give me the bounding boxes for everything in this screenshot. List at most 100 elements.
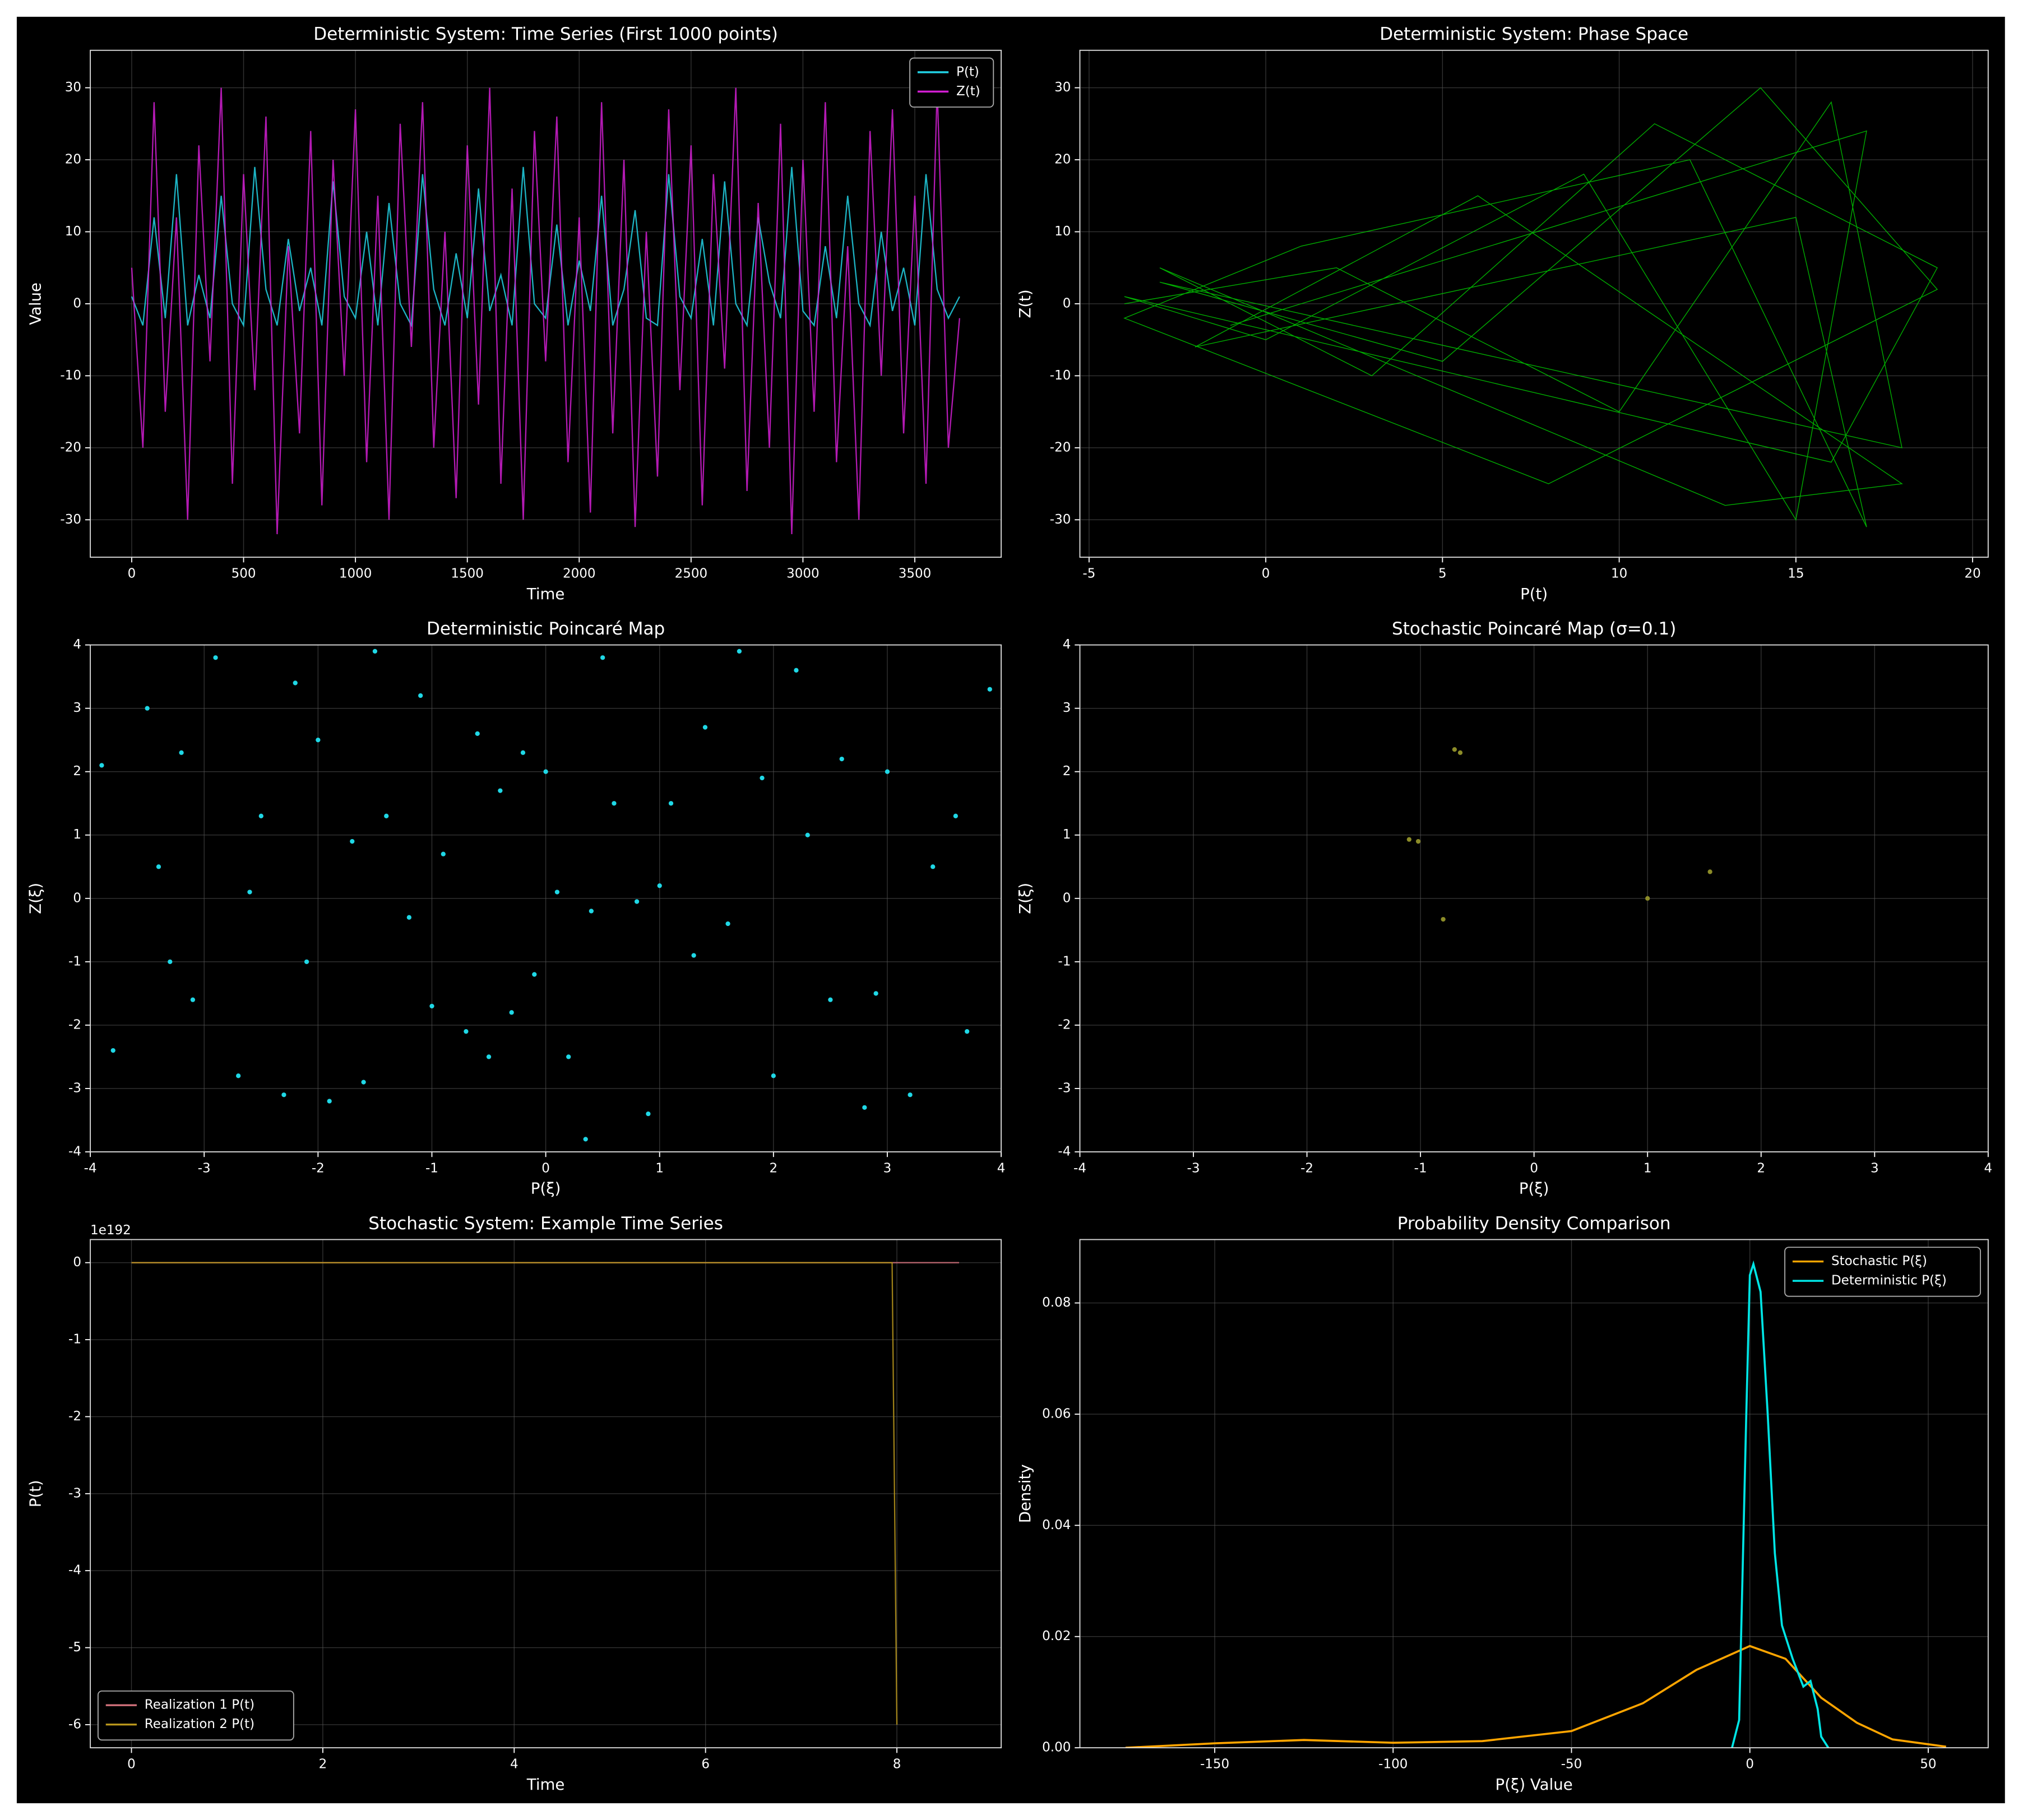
x-axis-label: P(ξ) Value xyxy=(1496,1775,1573,1794)
point xyxy=(668,801,674,806)
x-tick-label: 50 xyxy=(1920,1757,1936,1772)
point xyxy=(885,769,890,774)
legend-label: Realization 1 P(t) xyxy=(145,1698,254,1712)
point xyxy=(612,801,617,806)
x-tick-label: -4 xyxy=(84,1161,97,1175)
plot-area xyxy=(99,649,992,1142)
y-tick-label: 10 xyxy=(65,224,81,239)
plot-area xyxy=(131,1262,959,1725)
point xyxy=(145,706,150,711)
plot-area xyxy=(131,87,960,535)
x-tick-label: 1000 xyxy=(339,567,372,581)
point xyxy=(760,775,765,781)
x-tick-label: 500 xyxy=(232,567,256,581)
y-tick-label: 0 xyxy=(1063,891,1071,905)
y-tick-label: 0 xyxy=(73,1255,81,1270)
x-tick-label: 0 xyxy=(1746,1757,1754,1772)
axes-title: Deterministic System: Time Series (First… xyxy=(313,24,778,44)
point xyxy=(543,769,548,774)
point xyxy=(190,997,196,1002)
x-tick-label: -3 xyxy=(1187,1161,1200,1175)
axes-title: Deterministic System: Phase Space xyxy=(1379,24,1688,44)
point xyxy=(805,832,810,837)
x-tick-label: 3 xyxy=(883,1161,892,1175)
x-tick-label: -50 xyxy=(1561,1757,1582,1772)
axes-frame xyxy=(1079,1239,1989,1749)
point xyxy=(304,959,309,964)
y-axis-label: Z(ξ) xyxy=(1016,883,1034,914)
point xyxy=(213,655,218,660)
point xyxy=(384,813,389,818)
y-tick-label: 3 xyxy=(1063,701,1071,715)
point xyxy=(168,959,173,964)
y-tick-label: -2 xyxy=(1058,1017,1071,1032)
y-tick-label: -30 xyxy=(60,512,81,527)
y-tick-label: -4 xyxy=(68,1563,81,1578)
y-tick-label: -20 xyxy=(60,440,81,455)
point xyxy=(931,864,936,869)
axes-title: Stochastic Poincaré Map (σ=0.1) xyxy=(1392,619,1676,639)
y-tick-label: -10 xyxy=(60,368,81,383)
point xyxy=(862,1105,867,1110)
legend-box xyxy=(1784,1247,1981,1297)
y-tick-label: 0.04 xyxy=(1042,1518,1071,1532)
axes-frame xyxy=(1079,49,1989,558)
x-tick-label: 15 xyxy=(1788,567,1804,581)
y-axis-label: Value xyxy=(26,283,44,325)
x-axis-label: P(ξ) xyxy=(531,1179,561,1198)
y-axis-label: Z(t) xyxy=(1016,289,1034,318)
x-tick-label: -1 xyxy=(425,1161,438,1175)
point xyxy=(316,738,321,743)
point xyxy=(1406,837,1412,842)
legend: P(t) Z(t) xyxy=(909,57,994,108)
point xyxy=(520,750,526,755)
y-tick-label: 10 xyxy=(1054,224,1071,239)
point xyxy=(554,890,560,895)
x-tick-label: 4 xyxy=(1984,1161,1993,1175)
point xyxy=(429,1003,434,1009)
point xyxy=(372,649,378,654)
x-tick-label: 2 xyxy=(319,1757,327,1772)
x-tick-label: -4 xyxy=(1073,1161,1086,1175)
point xyxy=(987,687,992,692)
series-line xyxy=(131,166,960,328)
x-tick-label: 20 xyxy=(1964,567,1980,581)
y-tick-label: -30 xyxy=(1050,512,1071,527)
point xyxy=(839,756,844,762)
point xyxy=(1707,869,1712,874)
y-offset-label: 1e192 xyxy=(90,1223,131,1238)
figure-background xyxy=(16,16,2005,1804)
y-tick-label: 1 xyxy=(73,827,81,842)
point xyxy=(475,731,480,737)
x-tick-label: 2 xyxy=(1757,1161,1765,1175)
y-tick-label: 30 xyxy=(1054,80,1071,95)
point xyxy=(236,1073,241,1078)
axes-frame xyxy=(1079,644,1989,1152)
x-tick-label: 3000 xyxy=(786,567,820,581)
y-tick-label: 3 xyxy=(73,701,81,715)
x-axis-label: P(t) xyxy=(1520,585,1548,603)
point xyxy=(794,668,799,673)
point xyxy=(418,693,423,698)
point xyxy=(1645,896,1650,901)
point xyxy=(532,972,537,977)
y-tick-label: 30 xyxy=(65,80,81,95)
y-tick-label: 0.00 xyxy=(1042,1740,1071,1755)
x-tick-label: 0 xyxy=(127,1757,136,1772)
point xyxy=(566,1054,571,1059)
x-tick-label: -3 xyxy=(198,1161,211,1175)
y-tick-label: -2 xyxy=(68,1017,81,1032)
point xyxy=(350,839,355,844)
point xyxy=(156,864,161,869)
point xyxy=(828,997,833,1002)
point xyxy=(1452,747,1457,752)
point xyxy=(691,953,696,958)
point xyxy=(441,851,446,856)
point xyxy=(281,1092,286,1097)
y-tick-label: 4 xyxy=(1063,637,1071,652)
point xyxy=(258,813,263,818)
y-tick-label: -4 xyxy=(68,1144,81,1159)
x-tick-label: 8 xyxy=(893,1757,901,1772)
point xyxy=(498,788,503,793)
